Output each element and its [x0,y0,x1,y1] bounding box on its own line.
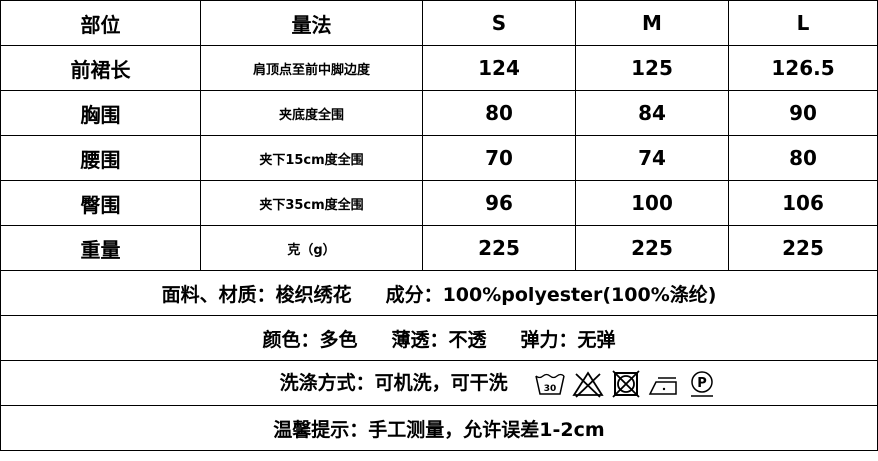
method: 肩顶点至前中脚边度 [200,45,423,91]
header-part: 部位 [0,0,201,46]
washing: 洗涤方式：可机洗，可干洗 [279,372,508,395]
table-row: 重量 克（g） 225 225 225 [0,225,878,271]
table-row: 腰围 夹下15cm度全围 70 74 80 [0,135,878,181]
value-s: 96 [422,180,576,226]
value-l: 90 [728,90,878,136]
table-row: 前裙长 肩顶点至前中脚边度 124 125 126.5 [0,45,878,91]
value-m: 125 [575,45,729,91]
method: 夹底度全围 [200,90,423,136]
part: 臀围 [0,180,201,226]
value-l: 80 [728,135,878,181]
header-method: 量法 [200,0,423,46]
value-l: 126.5 [728,45,878,91]
value-s: 80 [422,90,576,136]
wash-30-icon: 30 [535,373,566,395]
header-row: 部位 量法 S M L [0,0,878,46]
header-size-s: S [422,0,576,46]
value-l: 225 [728,225,878,271]
no-bleach-icon [572,371,604,398]
color: 颜色：多色 [262,328,358,351]
value-m: 225 [575,225,729,271]
composition: 成分：100%polyester(100%涤纶) [385,283,717,306]
table-row: 胸围 夹底度全围 80 84 90 [0,90,878,136]
no-tumble-dry-icon [612,370,640,398]
material-row: 面料、材质：梭织绣花 成分：100%polyester(100%涤纶) [0,270,878,316]
note-row: 温馨提示：手工测量，允许误差1-2cm [0,405,878,451]
part: 胸围 [0,90,201,136]
value-l: 106 [728,180,878,226]
washing-row: 洗涤方式：可机洗，可干洗 30 P [0,360,878,406]
part: 前裙长 [0,45,201,91]
transparency: 薄透：不透 [391,328,487,351]
part: 重量 [0,225,201,271]
wash-temp: 30 [544,384,557,394]
elasticity: 弹力：无弹 [520,328,616,351]
method: 夹下35cm度全围 [200,180,423,226]
header-size-l: L [728,0,878,46]
method: 克（g） [200,225,423,271]
svg-text:P: P [698,376,708,391]
material: 面料、材质：梭织绣花 [161,283,352,306]
value-s: 225 [422,225,576,271]
value-s: 124 [422,45,576,91]
method: 夹下15cm度全围 [200,135,423,181]
properties-row: 颜色：多色 薄透：不透 弹力：无弹 [0,315,878,361]
value-m: 84 [575,90,729,136]
care-icons: 30 P [534,370,718,398]
size-chart: 部位 量法 S M L 前裙长 肩顶点至前中脚边度 124 125 126.5 … [0,0,878,451]
part: 腰围 [0,135,201,181]
dry-clean-p-icon: P [691,371,714,397]
table-row: 臀围 夹下35cm度全围 96 100 106 [0,180,878,226]
value-m: 74 [575,135,729,181]
iron-low-icon [649,377,678,395]
note: 温馨提示：手工测量，允许误差1-2cm [0,405,878,451]
value-m: 100 [575,180,729,226]
header-size-m: M [575,0,729,46]
value-s: 70 [422,135,576,181]
